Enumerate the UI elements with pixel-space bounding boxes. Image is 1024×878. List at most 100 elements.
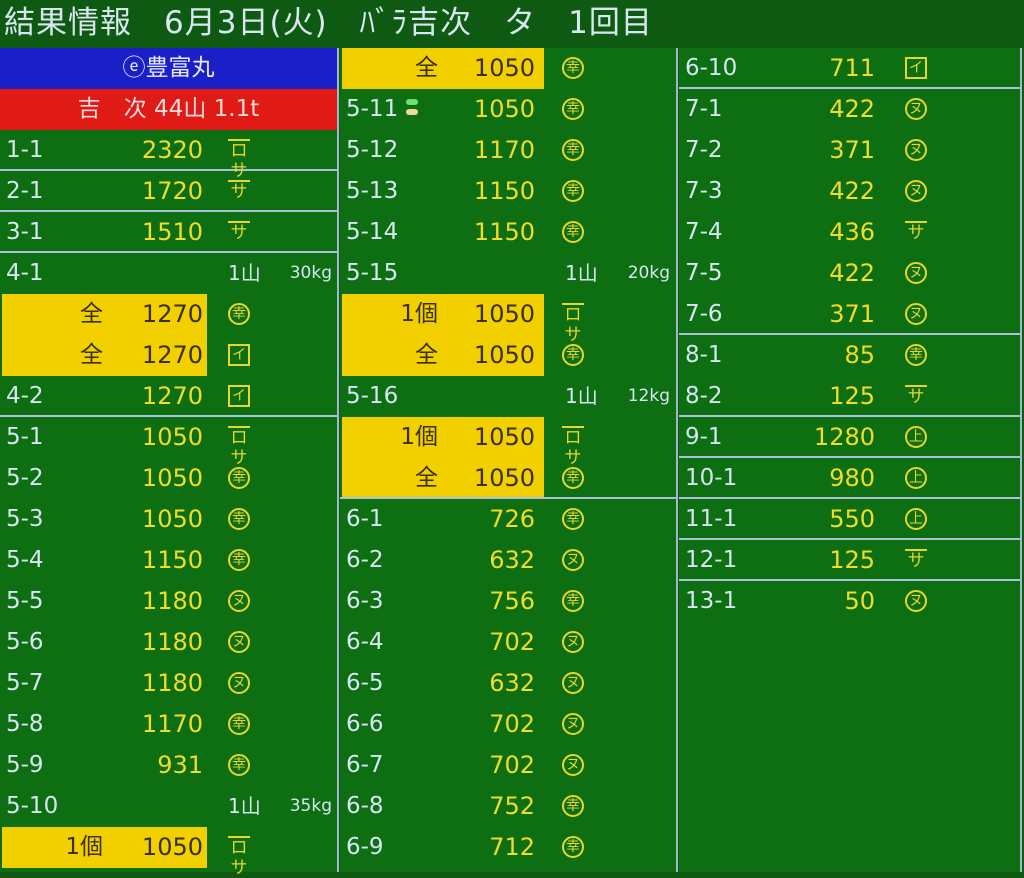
result-row: 5-11 1050 幸 — [340, 89, 676, 130]
kou-circle-icon: 幸 — [562, 180, 584, 202]
highlight-box — [342, 458, 544, 497]
price-value: 1270 — [141, 300, 203, 328]
price-value: 1050 — [473, 341, 535, 369]
quantity-unit: 1個 — [400, 424, 438, 450]
price-value: 550 — [829, 505, 875, 533]
result-row: 6-10 711 イ — [679, 48, 1020, 89]
price-value: 85 — [844, 341, 875, 369]
nu-circle-icon: ヌ — [905, 139, 927, 161]
price-value: 422 — [829, 95, 875, 123]
result-row: 11-1 550 上 — [679, 499, 1020, 540]
lot-number: 4-1 — [6, 260, 44, 286]
lot-number: 6-2 — [346, 547, 384, 573]
indicator-lights-icon — [406, 99, 418, 119]
lot-number: 1-1 — [6, 137, 44, 163]
price-value: 1270 — [141, 382, 203, 410]
kou-circle-icon: 幸 — [562, 590, 584, 612]
kou-circle-icon: 幸 — [562, 467, 584, 489]
jou-circle-icon: 上 — [905, 426, 927, 448]
price-value: 1050 — [141, 505, 203, 533]
nu-circle-icon: ヌ — [228, 590, 250, 612]
kou-circle-icon: 幸 — [228, 713, 250, 735]
price-value: 1050 — [473, 54, 535, 82]
kou-circle-icon: 幸 — [228, 549, 250, 571]
lot-number: 5-2 — [6, 465, 44, 491]
price-value: 931 — [157, 751, 203, 779]
lot-number: 7-6 — [685, 301, 723, 327]
result-row: 5-12 1170 幸 — [340, 130, 676, 171]
result-row: 6-9 712 幸 — [340, 827, 676, 868]
price-value: 125 — [829, 382, 875, 410]
nu-circle-icon: ヌ — [562, 672, 584, 694]
quantity-unit: 全 — [80, 342, 103, 368]
result-row: 6-1 726 幸 — [340, 499, 676, 540]
i-box-icon: イ — [228, 385, 250, 407]
result-row: 6-3 756 幸 — [340, 581, 676, 622]
sa-bar-icon: サ — [905, 221, 927, 243]
lot-number: 7-1 — [685, 96, 723, 122]
result-row: 6-6 702 ヌ — [340, 704, 676, 745]
lot-number: 3-1 — [6, 219, 44, 245]
sa-bar-icon: サ — [228, 221, 250, 243]
result-row: 7-1 422 ヌ — [679, 89, 1020, 130]
lot-number: 6-8 — [346, 793, 384, 819]
price-value: 1050 — [141, 423, 203, 451]
result-row: 6-7 702 ヌ — [340, 745, 676, 786]
lot-number: 6-4 — [346, 629, 384, 655]
lot-number: 5-7 — [6, 670, 44, 696]
results-column-1: ⓔ豊富丸吉 次 44山 1.1t 1-1 2320 ロサ 2-1 1720 サ 3-1 1510… — [0, 48, 339, 878]
lot-number: 6-3 — [346, 588, 384, 614]
kou-circle-icon: 幸 — [562, 795, 584, 817]
price-value: 980 — [829, 464, 875, 492]
result-row: 10-1 980 上 — [679, 458, 1020, 499]
price-value: 1180 — [141, 587, 203, 615]
quantity-unit: 全 — [415, 342, 438, 368]
results-column-3: 6-10 711 イ 7-1 422 ヌ 7-2 371 ヌ 7-3 422 ヌ 7-4 436 サ 7-5 4… — [679, 48, 1022, 872]
nu-circle-icon: ヌ — [905, 590, 927, 612]
result-row: 7-5 422 ヌ — [679, 253, 1020, 294]
jou-circle-icon: 上 — [905, 508, 927, 530]
result-row: 4-1 1山 30kg — [0, 253, 337, 294]
price-value: 50 — [844, 587, 875, 615]
lot-number: 5-4 — [6, 547, 44, 573]
sa-bar-icon: サ — [228, 180, 250, 202]
rosa-bar-icon: ロサ — [228, 836, 250, 878]
nu-circle-icon: ヌ — [562, 713, 584, 735]
result-row: 1個 1050 ロサ — [0, 827, 337, 878]
lot-number: 2-1 — [6, 178, 44, 204]
result-row: 5-1 1050 ロサ — [0, 417, 337, 468]
rosa-bar-icon: ロサ — [562, 303, 584, 345]
price-value: 2320 — [141, 136, 203, 164]
result-row: 全 1270 幸 — [0, 294, 337, 335]
result-row: 5-4 1150 幸 — [0, 540, 337, 581]
lot-weight: 35kg — [289, 796, 332, 816]
result-row: 5-14 1150 幸 — [340, 212, 676, 253]
price-value: 1050 — [141, 464, 203, 492]
catch-summary-banner: 吉 次 44山 1.1t — [0, 89, 337, 130]
price-value: 1270 — [141, 341, 203, 369]
jou-circle-icon: 上 — [905, 467, 927, 489]
result-row: 7-6 371 ヌ — [679, 294, 1020, 335]
result-row: 5-16 1山 12kg — [340, 376, 676, 417]
lot-weight: 20kg — [627, 263, 670, 283]
price-value: 1180 — [141, 669, 203, 697]
result-row: 7-3 422 ヌ — [679, 171, 1020, 212]
highlight-box — [2, 294, 207, 335]
nu-circle-icon: ヌ — [905, 303, 927, 325]
price-value: 1720 — [141, 177, 203, 205]
quantity-unit: 全 — [415, 55, 438, 81]
result-row: 5-2 1050 幸 — [0, 458, 337, 499]
price-value: 1050 — [473, 95, 535, 123]
i-box-icon: イ — [228, 344, 250, 366]
banner-row: ⓔ豊富丸 — [0, 48, 337, 89]
price-value: 702 — [489, 628, 535, 656]
lot-count: 1山 — [565, 384, 598, 408]
price-value: 371 — [829, 300, 875, 328]
price-value: 712 — [489, 833, 535, 861]
lot-number: 5-5 — [6, 588, 44, 614]
lot-number: 5-3 — [6, 506, 44, 532]
quantity-unit: 1個 — [65, 834, 103, 860]
price-value: 702 — [489, 751, 535, 779]
price-value: 422 — [829, 259, 875, 287]
kou-circle-icon: 幸 — [562, 57, 584, 79]
